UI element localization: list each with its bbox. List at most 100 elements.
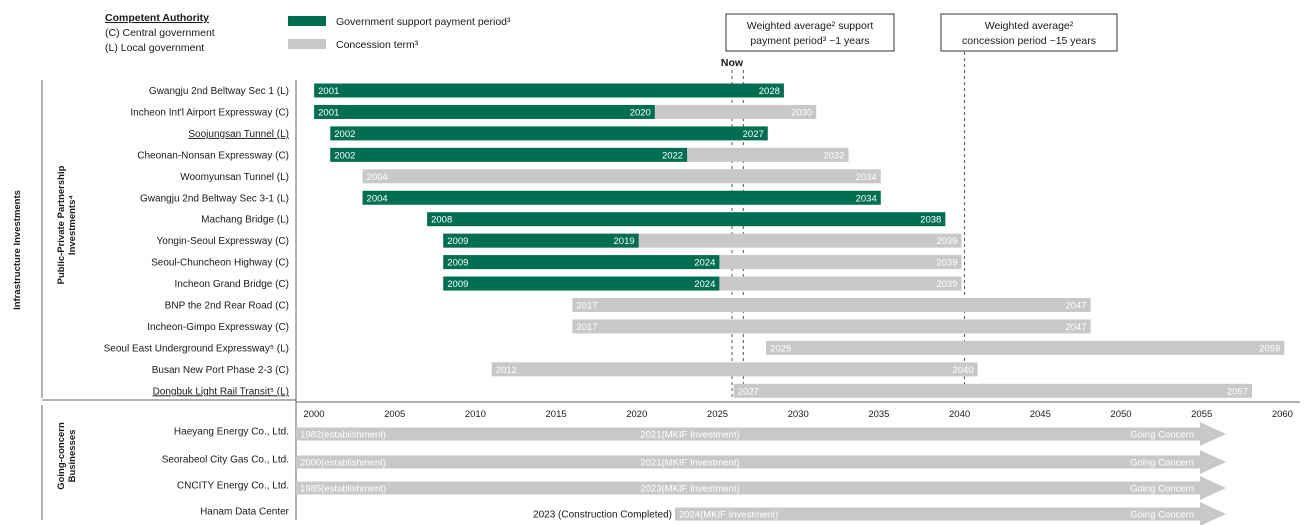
x-tick-2055: 2055 <box>1191 409 1212 420</box>
bar-start-label: 2029 <box>770 343 791 354</box>
going-concern-arrow <box>296 476 1226 500</box>
bar-end-label: 2039 <box>936 236 957 247</box>
x-tick-2050: 2050 <box>1110 409 1131 420</box>
bar-support-end-label: 2020 <box>630 107 651 118</box>
bar-end-label: 2034 <box>856 172 877 183</box>
x-tick-2000: 2000 <box>303 409 324 420</box>
concession-average-line1: Weighted average² <box>985 20 1074 32</box>
support-average-annotation: Weighted average² support payment period… <box>725 13 895 52</box>
gov-support-bar <box>362 190 881 205</box>
going-mid-label: 2021(MKIF Investment) <box>640 430 739 441</box>
bar-end-label: 2030 <box>791 107 812 118</box>
gov-support-bar <box>314 83 784 98</box>
legend-authority-central: (C) Central government <box>105 27 215 39</box>
going-end-label: Going Concern <box>1130 430 1194 441</box>
side-label-infrastructure: Infrastructure Investments <box>12 190 23 310</box>
bar-start-label: 2012 <box>496 365 517 376</box>
x-tick-2025: 2025 <box>707 409 728 420</box>
x-tick-2060: 2060 <box>1272 409 1293 420</box>
legend-concession-label: Concession term³ <box>336 39 419 51</box>
bar-start-label: 2027 <box>738 386 759 397</box>
going-end-label: Going Concern <box>1130 458 1194 469</box>
concession-average-line2: concession period ~15 years <box>962 35 1096 47</box>
bar-support-end-label: 2024 <box>694 258 715 269</box>
bar-end-label: 2040 <box>952 365 973 376</box>
bar-end-label: 2059 <box>1259 343 1280 354</box>
going-start-label: 1982(establishment) <box>300 430 386 441</box>
x-tick-2030: 2030 <box>788 409 809 420</box>
bar-end-label: 2034 <box>856 193 877 204</box>
ppp-row-label: Incheon-Gimpo Expressway (C) <box>147 322 289 333</box>
going-row-label: CNCITY Energy Co., Ltd. <box>177 481 289 492</box>
bar-start-label: 2009 <box>447 258 468 269</box>
x-tick-2040: 2040 <box>949 409 970 420</box>
legend-gov-support-label: Government support payment period³ <box>336 16 511 28</box>
bar-end-label: 2027 <box>743 129 764 140</box>
going-start-label: 1985(establishment) <box>300 484 386 495</box>
bar-end-label: 2057 <box>1227 386 1248 397</box>
concession-bar <box>572 319 1091 334</box>
ppp-row-label: Gwangju 2nd Beltway Sec 3-1 (L) <box>140 193 289 204</box>
bar-end-label: 2039 <box>936 279 957 290</box>
ppp-rows: Gwangju 2nd Beltway Sec 1 (L) 2001 2028 Inc… <box>104 83 1285 398</box>
gov-support-bar <box>314 104 655 119</box>
bar-start-label: 2002 <box>334 150 355 161</box>
going-concern-arrow <box>296 422 1226 446</box>
going-concern-arrow <box>675 502 1226 525</box>
side-label-going-line2: Businesses <box>67 430 78 483</box>
going-concern-arrow <box>296 450 1226 474</box>
going-end-label: Going Concern <box>1130 484 1194 495</box>
concession-bar <box>362 169 881 184</box>
bar-start-label: 2017 <box>576 301 597 312</box>
bar-start-label: 2004 <box>367 172 388 183</box>
ppp-row-label: Soojungsan Tunnel (L) <box>188 129 289 140</box>
ppp-row-label: Yongin-Seoul Expressway (C) <box>157 236 289 247</box>
gov-support-bar <box>443 255 720 270</box>
ppp-row-label: Seoul-Chuncheon Highway (C) <box>151 258 289 269</box>
bar-end-label: 2032 <box>823 150 844 161</box>
gov-support-bar <box>330 147 688 162</box>
bar-support-end-label: 2024 <box>694 279 715 290</box>
legend-authority-title: Competent Authority <box>105 12 209 24</box>
ppp-row-label: Cheonan-Nonsan Expressway (C) <box>137 150 289 161</box>
support-average-line1: Weighted average² support <box>747 20 874 32</box>
x-tick-2045: 2045 <box>1030 409 1051 420</box>
bar-start-label: 2001 <box>318 107 339 118</box>
x-axis-ticks: 2000 2005 2010 2015 2020 2025 2030 2035 2040 2045… <box>303 409 1293 420</box>
going-start-label: 2023 (Construction Completed) <box>533 510 672 521</box>
concession-bar <box>491 362 978 377</box>
ppp-row-label: Woomyunsan Tunnel (L) <box>180 172 289 183</box>
concession-average-annotation: Weighted average² concession period ~15 … <box>940 13 1118 52</box>
bar-start-label: 2008 <box>431 215 452 226</box>
legend-authority-local: (L) Local government <box>105 42 204 54</box>
bar-start-label: 2009 <box>447 236 468 247</box>
side-label-going-line1: Going-concern <box>56 422 67 490</box>
going-row-label: Haeyang Energy Co., Ltd. <box>174 427 289 438</box>
x-tick-2005: 2005 <box>384 409 405 420</box>
concession-bar <box>766 340 1285 355</box>
ppp-row-label: Busan New Port Phase 2-3 (C) <box>152 365 289 376</box>
bar-start-label: 2004 <box>367 193 388 204</box>
ppp-row-label: Incheon Int'l Airport Expressway (C) <box>130 107 289 118</box>
bar-end-label: 2047 <box>1065 322 1086 333</box>
gov-support-bar <box>330 126 768 141</box>
going-mid-label: 2023(MKIF Investment) <box>640 484 739 495</box>
ppp-row-label: Gwangju 2nd Beltway Sec 1 (L) <box>149 86 289 97</box>
bar-start-label: 2002 <box>334 129 355 140</box>
going-mid-label: 2024(MKIF Investment) <box>679 510 778 521</box>
gov-support-bar <box>427 212 946 227</box>
gov-support-bar <box>443 233 639 248</box>
going-row-label: Seorabeol City Gas Co., Ltd. <box>162 455 289 466</box>
ppp-row-label: Seoul East Underground Expressway⁵ (L) <box>104 343 289 354</box>
legend-concession-swatch <box>288 39 326 49</box>
x-tick-2035: 2035 <box>868 409 889 420</box>
going-end-label: Going Concern <box>1130 510 1194 521</box>
gov-support-bar <box>443 276 720 291</box>
bar-end-label: 2047 <box>1065 301 1086 312</box>
now-label: Now <box>721 57 744 69</box>
ppp-row-label: Machang Bridge (L) <box>201 215 289 226</box>
going-row-label: Hanam Data Center <box>200 507 290 518</box>
going-start-label: 2000(establishment) <box>300 458 386 469</box>
bar-end-label: 2028 <box>759 86 780 97</box>
